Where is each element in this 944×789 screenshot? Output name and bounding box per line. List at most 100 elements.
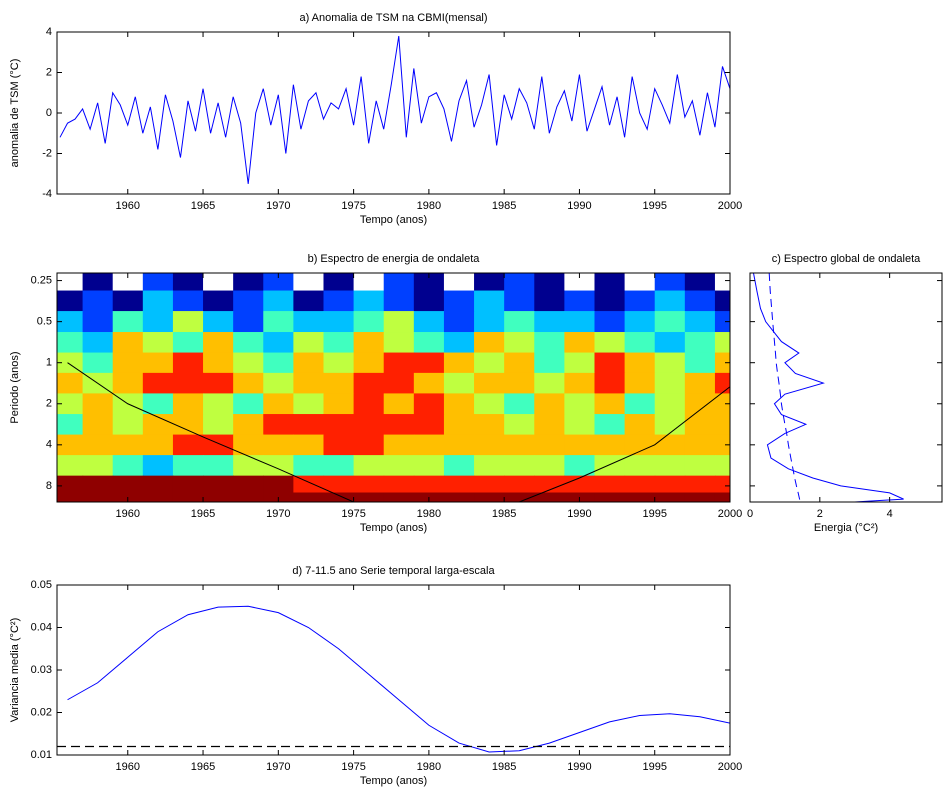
power-cell (564, 273, 596, 292)
power-cell (714, 475, 730, 494)
power-cell (142, 434, 174, 456)
x-tick-label: 1965 (191, 200, 215, 212)
power-cell (172, 290, 204, 312)
power-cell (263, 455, 294, 477)
power-cell (293, 393, 325, 415)
power-cell (112, 475, 144, 494)
power-cell (82, 434, 114, 456)
power-cell (534, 475, 565, 494)
power-cell (534, 393, 565, 415)
power-cell (263, 372, 294, 395)
x-tick-label: 1995 (642, 200, 666, 212)
power-cell (714, 372, 730, 395)
power-cell (684, 352, 716, 374)
power-cell (172, 311, 204, 333)
power-cell (443, 273, 475, 292)
x-tick-label: 1995 (642, 761, 666, 773)
axes-box (749, 272, 943, 503)
power-cell (624, 332, 656, 354)
power-cell (624, 475, 656, 494)
power-cell (323, 273, 355, 292)
power-cell (443, 455, 475, 477)
power-cell (82, 475, 114, 494)
y-tick-label: 0.05 (31, 579, 52, 591)
power-cell (624, 414, 656, 436)
power-cell (203, 492, 234, 502)
power-cell (413, 372, 445, 395)
chart-title: b) Espectro de energia de ondaleta (308, 253, 481, 265)
power-cell (714, 492, 730, 502)
power-cell (564, 455, 596, 477)
power-cell (142, 273, 174, 292)
y-tick-label: 1 (46, 357, 52, 369)
power-cell (293, 475, 325, 494)
power-cell (233, 434, 264, 456)
power-cell (82, 492, 114, 502)
chart-title: a) Anomalia de TSM na CBMI(mensal) (299, 12, 487, 24)
power-cell (714, 434, 730, 456)
power-cell (57, 455, 84, 477)
power-cell (413, 290, 445, 312)
power-cell (353, 475, 385, 494)
power-cell (293, 455, 325, 477)
power-cell (383, 372, 415, 395)
power-cell (323, 352, 355, 374)
power-cell (654, 332, 686, 354)
power-cell (564, 414, 596, 436)
power-cell (57, 273, 84, 292)
x-tick-label: 1965 (191, 761, 215, 773)
x-tick-label: 1960 (116, 761, 140, 773)
power-cell (112, 434, 144, 456)
power-cell (474, 434, 505, 456)
power-cell (112, 290, 144, 312)
power-cell (203, 290, 234, 312)
power-cell (654, 492, 686, 502)
power-cell (203, 434, 234, 456)
y-axis-label: anomalia de TSM (°C) (9, 59, 21, 168)
spectrum-line (768, 273, 802, 502)
power-cell (624, 352, 656, 374)
power-cell (142, 372, 174, 395)
x-tick-label: 0 (747, 508, 753, 520)
power-cell (564, 434, 596, 456)
power-cell (534, 332, 565, 354)
power-cell (443, 290, 475, 312)
power-cell (714, 273, 730, 292)
power-cell (293, 434, 325, 456)
power-cell (413, 455, 445, 477)
power-cell (443, 332, 475, 354)
power-cell (112, 352, 144, 374)
power-cell (203, 455, 234, 477)
power-cell (203, 273, 234, 292)
power-cell (233, 492, 264, 502)
power-cell (564, 475, 596, 494)
power-cell (323, 372, 355, 395)
power-cell (564, 290, 596, 312)
power-cell (82, 414, 114, 436)
power-cell (594, 311, 626, 333)
y-tick-label: 4 (46, 26, 52, 38)
power-cell (172, 372, 204, 395)
power-cell (82, 273, 114, 292)
power-cell (323, 475, 355, 494)
power-cell (323, 332, 355, 354)
power-cell (383, 455, 415, 477)
power-cell (323, 311, 355, 333)
power-cell (233, 372, 264, 395)
power-cell (263, 273, 294, 292)
power-cell (323, 393, 355, 415)
power-cell (112, 273, 144, 292)
power-cell (534, 311, 565, 333)
y-tick-label: 4 (46, 439, 52, 451)
power-cell (504, 290, 535, 312)
power-cell (383, 311, 415, 333)
power-cell (82, 290, 114, 312)
power-cell (624, 393, 656, 415)
power-cell (383, 332, 415, 354)
power-cell (624, 311, 656, 333)
power-cell (82, 455, 114, 477)
plot-area (57, 273, 730, 502)
power-cell (383, 434, 415, 456)
power-cell (263, 475, 294, 494)
